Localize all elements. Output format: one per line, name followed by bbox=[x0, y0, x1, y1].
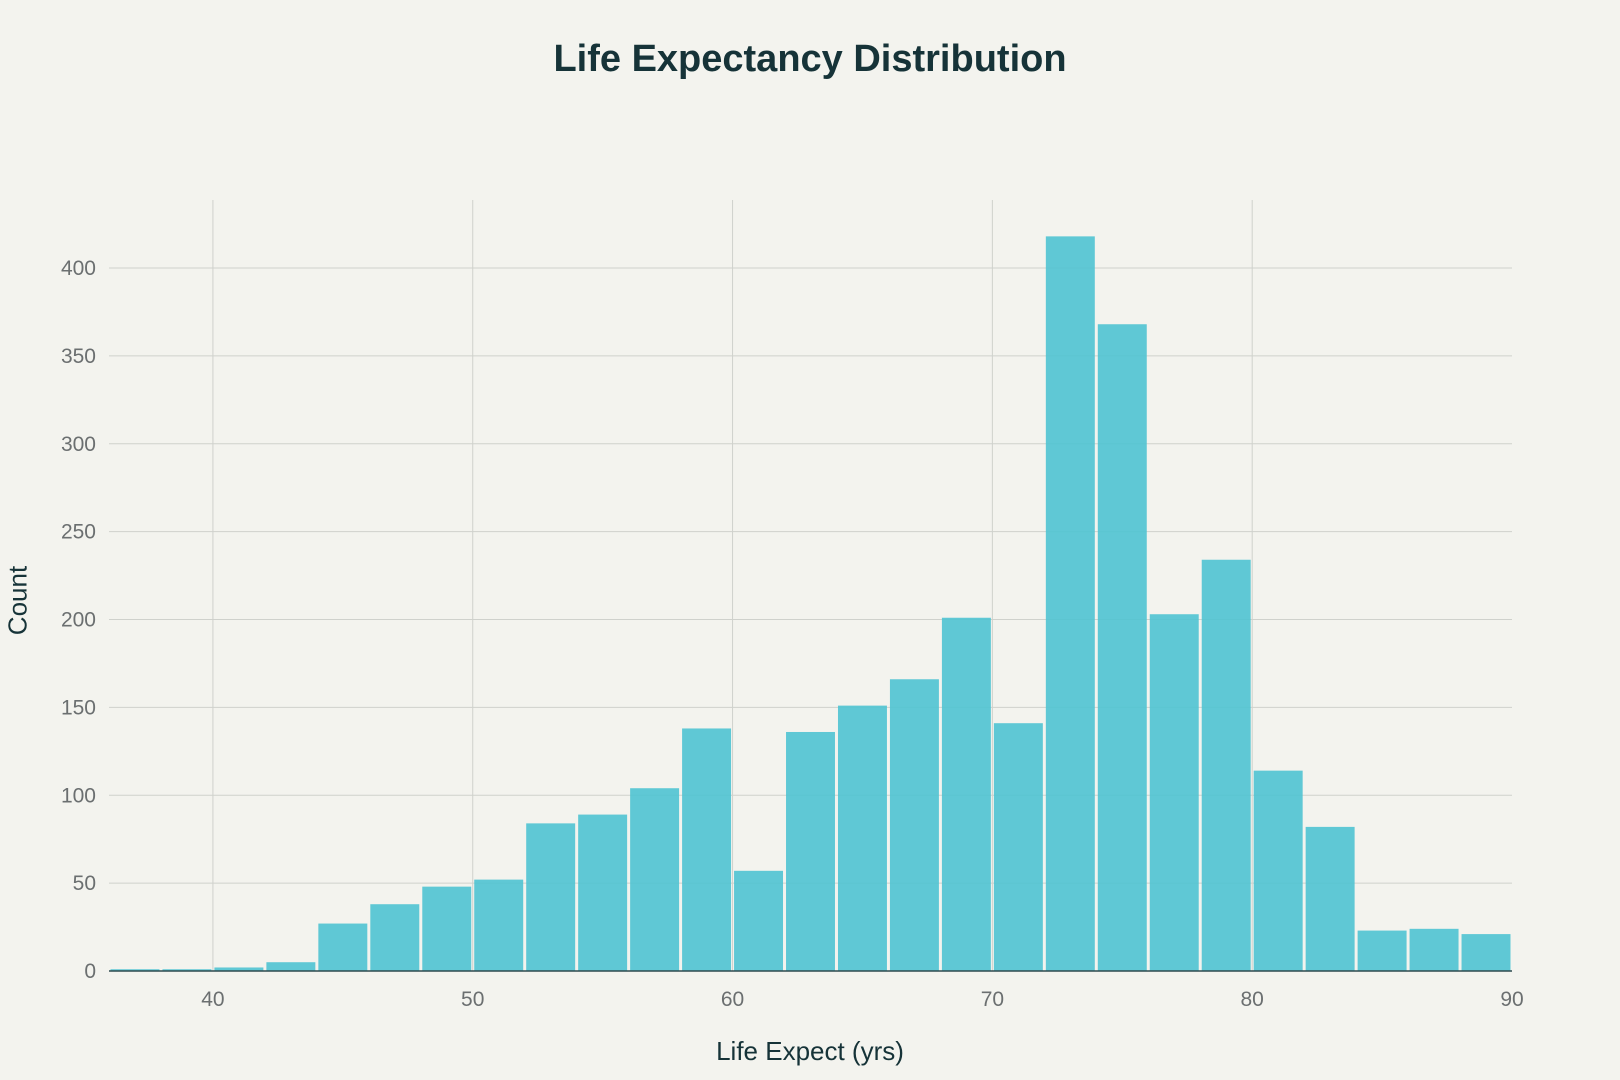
histogram-bar bbox=[682, 728, 732, 971]
chart-title: Life Expectancy Distribution bbox=[553, 38, 1067, 80]
histogram-bar bbox=[889, 679, 939, 971]
y-axis-title: Count bbox=[2, 565, 33, 636]
histogram-bar bbox=[526, 823, 576, 971]
x-tick-label: 60 bbox=[721, 988, 744, 1011]
y-tick-label: 100 bbox=[61, 784, 96, 807]
x-tick-label: 80 bbox=[1241, 988, 1264, 1011]
histogram-bar bbox=[422, 886, 472, 971]
y-tick-label: 350 bbox=[61, 345, 96, 368]
histogram-bar bbox=[266, 962, 316, 971]
histogram-bar bbox=[734, 870, 784, 971]
x-tick-label: 50 bbox=[461, 988, 484, 1011]
x-tick-label: 40 bbox=[201, 988, 224, 1011]
histogram-bar bbox=[1409, 928, 1459, 971]
histogram-bar bbox=[786, 731, 835, 971]
histogram-bar bbox=[941, 617, 991, 971]
x-axis-title: Life Expect (yrs) bbox=[716, 1036, 904, 1066]
y-tick-label: 400 bbox=[61, 257, 96, 280]
histogram-bar bbox=[837, 705, 887, 971]
histogram-bar bbox=[1461, 934, 1511, 971]
histogram-bar bbox=[993, 723, 1043, 971]
histogram-bar bbox=[1201, 559, 1251, 971]
y-tick-label: 250 bbox=[61, 521, 96, 544]
histogram-bar bbox=[1149, 614, 1199, 971]
histogram-bar bbox=[1253, 770, 1303, 971]
x-tick-label: 90 bbox=[1500, 988, 1523, 1011]
histogram-bar bbox=[162, 969, 212, 971]
histogram-bar bbox=[578, 814, 628, 971]
histogram-bar bbox=[474, 879, 524, 971]
histogram-bar bbox=[1097, 324, 1147, 971]
histogram-bar bbox=[318, 923, 368, 971]
y-tick-label: 300 bbox=[61, 433, 96, 456]
histogram-bar bbox=[630, 788, 680, 971]
histogram-bar bbox=[214, 967, 264, 971]
histogram-bar bbox=[370, 904, 420, 971]
y-tick-label: 150 bbox=[61, 696, 96, 719]
histogram-bar bbox=[110, 969, 160, 971]
histogram-bar bbox=[1045, 236, 1095, 972]
y-tick-label: 200 bbox=[61, 609, 96, 632]
histogram-bar bbox=[1357, 930, 1407, 971]
y-tick-label: 0 bbox=[84, 960, 96, 983]
histogram-bar bbox=[1305, 826, 1355, 971]
y-tick-label: 50 bbox=[73, 872, 96, 895]
x-tick-label: 70 bbox=[981, 988, 1004, 1011]
